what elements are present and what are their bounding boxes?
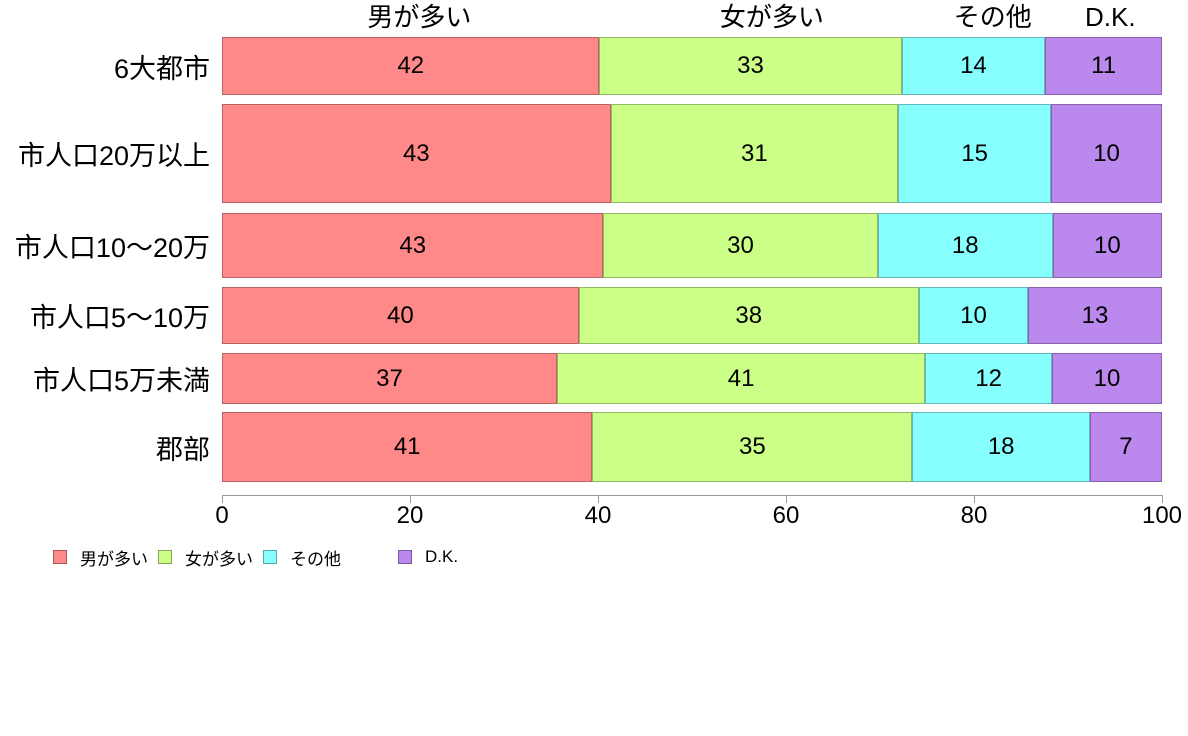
segment-value: 18 xyxy=(951,231,979,259)
bar-segment: 18 xyxy=(912,412,1090,482)
column-header: 男が多い xyxy=(367,2,472,32)
bar-segment: 10 xyxy=(1051,353,1162,404)
segment-value: 12 xyxy=(975,364,1002,392)
bar-segment: 30 xyxy=(603,213,878,278)
stacked-bar: 41 35 18 7 xyxy=(222,412,1162,482)
stacked-bar: 43 31 15 10 xyxy=(222,104,1162,203)
segment-value: 10 xyxy=(1093,364,1121,392)
segment-value: 7 xyxy=(1119,433,1133,460)
chart-row: 6大都市 42 33 14 11 xyxy=(0,37,1188,95)
bar-segment: 38 xyxy=(578,287,919,344)
segment-value: 42 xyxy=(397,52,425,79)
bar-segment: 41 xyxy=(222,412,593,482)
bar-segment: 41 xyxy=(556,353,926,404)
legend-swatch xyxy=(53,550,67,564)
x-axis-tick xyxy=(786,495,787,503)
bar-segment: 33 xyxy=(599,37,902,95)
x-axis-tick xyxy=(410,495,411,503)
segment-value: 43 xyxy=(399,231,427,259)
segment-value: 35 xyxy=(739,433,766,460)
legend-label: 女が多い xyxy=(185,549,253,569)
stacked-bar: 37 41 12 10 xyxy=(222,353,1162,404)
segment-value: 14 xyxy=(960,52,987,79)
segment-value: 15 xyxy=(961,139,988,167)
segment-value: 10 xyxy=(1093,139,1120,167)
legend-item: D.K. xyxy=(398,547,459,566)
chart-row: 市人口10〜20万 43 30 18 10 xyxy=(0,213,1188,278)
bar-segment: 43 xyxy=(222,104,611,203)
bar-segment: 40 xyxy=(222,287,579,344)
legend-item: その他 xyxy=(263,549,341,569)
x-axis-tick-label: 0 xyxy=(215,502,229,529)
x-axis-tick-label: 80 xyxy=(960,502,988,529)
row-label: 市人口5万未満 xyxy=(32,366,210,396)
bar-segment: 43 xyxy=(222,213,604,278)
segment-value: 43 xyxy=(402,139,430,167)
x-axis-tick-label: 60 xyxy=(772,502,800,529)
legend-swatch xyxy=(398,550,412,564)
bar-segment: 10 xyxy=(1052,213,1162,278)
bar-segment: 12 xyxy=(925,353,1052,404)
legend-label: その他 xyxy=(290,549,341,569)
row-label: 6大都市 xyxy=(113,53,210,84)
x-axis-line xyxy=(222,495,1162,496)
x-axis-tick xyxy=(222,495,223,503)
segment-value: 37 xyxy=(376,364,403,392)
bar-segment: 11 xyxy=(1045,37,1162,95)
legend-label: 男が多い xyxy=(80,549,148,569)
column-header: D.K. xyxy=(1085,2,1136,32)
segment-value: 30 xyxy=(727,231,754,259)
segment-value: 18 xyxy=(987,433,1015,460)
x-axis-tick-label: 20 xyxy=(396,502,424,529)
legend-swatch xyxy=(263,550,277,564)
bar-segment: 7 xyxy=(1089,412,1162,482)
column-header: その他 xyxy=(953,2,1032,32)
segment-value: 13 xyxy=(1081,301,1109,329)
row-label: 市人口10〜20万 xyxy=(14,233,210,263)
bar-segment: 18 xyxy=(877,213,1053,278)
stacked-bar: 42 33 14 11 xyxy=(222,37,1162,95)
segment-value: 10 xyxy=(1094,231,1121,259)
segment-value: 41 xyxy=(393,433,421,460)
row-label: 市人口20万以上 xyxy=(17,141,210,171)
x-axis-tick-label: 40 xyxy=(584,502,612,529)
segment-value: 11 xyxy=(1091,52,1117,79)
bar-segment: 13 xyxy=(1028,287,1162,344)
legend-item: 女が多い xyxy=(158,549,253,569)
segment-value: 10 xyxy=(960,301,987,329)
bar-segment: 37 xyxy=(222,353,557,404)
segment-value: 38 xyxy=(735,301,763,329)
bar-segment: 10 xyxy=(918,287,1029,344)
bar-segment: 10 xyxy=(1051,104,1162,203)
segment-value: 33 xyxy=(737,52,764,79)
x-axis-tick xyxy=(1162,495,1163,503)
segment-value: 31 xyxy=(741,139,768,167)
row-label: 郡部 xyxy=(156,434,210,465)
bar-segment: 35 xyxy=(592,412,913,482)
bar-segment: 15 xyxy=(898,104,1052,203)
legend-item: 男が多い xyxy=(53,549,148,569)
chart-row: 市人口5万未満 37 41 12 10 xyxy=(0,353,1188,404)
stacked-bar: 43 30 18 10 xyxy=(222,213,1162,278)
x-axis-tick xyxy=(974,495,975,503)
bar-segment: 14 xyxy=(901,37,1046,95)
row-label: 市人口5〜10万 xyxy=(29,303,210,333)
bar-segment: 42 xyxy=(222,37,600,95)
stacked-bar: 40 38 10 13 xyxy=(222,287,1162,344)
legend-swatch xyxy=(158,550,172,564)
legend-label: D.K. xyxy=(425,547,459,566)
segment-value: 40 xyxy=(386,301,414,329)
chart-row: 郡部 41 35 18 7 xyxy=(0,412,1188,482)
x-axis-tick-label: 100 xyxy=(1141,502,1183,529)
chart-row: 市人口5〜10万 40 38 10 13 xyxy=(0,287,1188,344)
segment-value: 41 xyxy=(727,364,755,392)
chart-row: 市人口20万以上 43 31 15 10 xyxy=(0,104,1188,203)
x-axis-tick xyxy=(598,495,599,503)
bar-segment: 31 xyxy=(610,104,899,203)
column-header: 女が多い xyxy=(719,2,824,32)
